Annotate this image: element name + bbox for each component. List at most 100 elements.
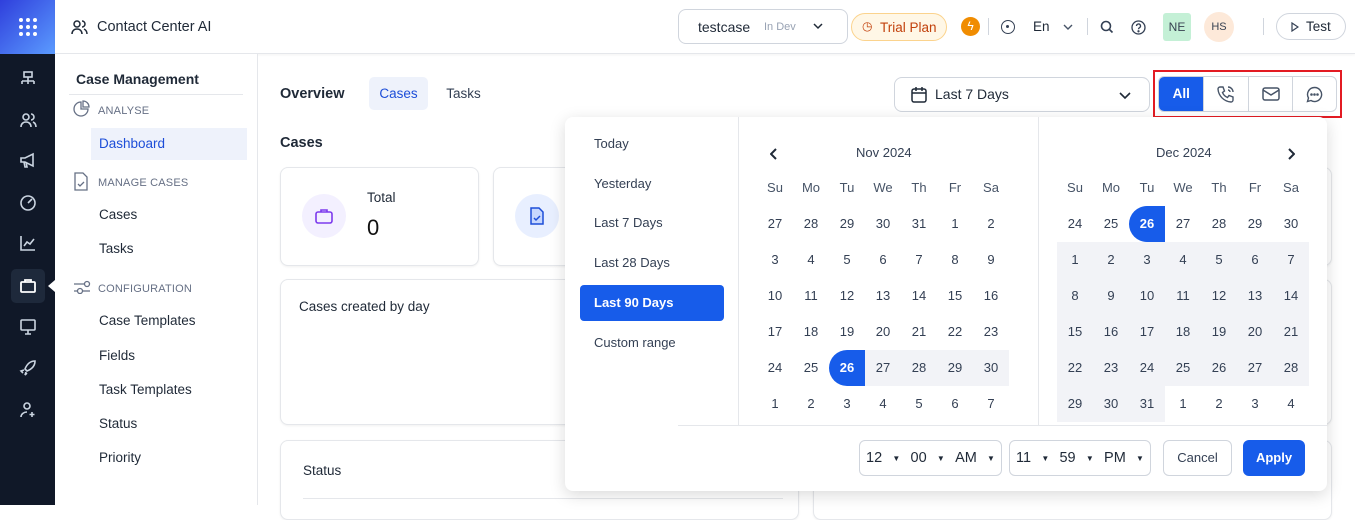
calendar-day[interactable]: 29: [1247, 216, 1263, 231]
calendar-day[interactable]: 5: [843, 252, 851, 267]
flow-icon[interactable]: [0, 62, 55, 96]
sidebar-item-priority[interactable]: Priority: [99, 450, 142, 465]
calendar-day[interactable]: 25: [1165, 350, 1201, 386]
start-ampm[interactable]: AM: [955, 450, 977, 466]
calendar-day[interactable]: 26: [1201, 350, 1237, 386]
user-avatar[interactable]: HS: [1204, 12, 1234, 42]
calendar-day[interactable]: 15: [1057, 314, 1093, 350]
apply-button[interactable]: Apply: [1243, 440, 1305, 476]
calendar-day[interactable]: 9: [987, 252, 995, 267]
calendar-day[interactable]: 25: [1103, 216, 1119, 231]
calendar-day[interactable]: 27: [1237, 350, 1273, 386]
preset-custom-range[interactable]: Custom range: [594, 334, 676, 350]
start-minute[interactable]: 00: [910, 450, 927, 466]
calendar-day[interactable]: 18: [803, 324, 819, 339]
calendar-day[interactable]: 19: [839, 324, 855, 339]
calendar-day[interactable]: 31: [911, 216, 927, 231]
help-icon[interactable]: [1131, 20, 1146, 35]
calendar-day[interactable]: 14: [911, 288, 927, 303]
calendar-day[interactable]: 18: [1165, 314, 1201, 350]
calendar-day[interactable]: 29: [1057, 386, 1093, 422]
calendar-day[interactable]: 22: [1057, 350, 1093, 386]
search-icon[interactable]: [1100, 20, 1114, 34]
calendar-day[interactable]: 28: [1273, 350, 1309, 386]
calendar-day[interactable]: 6: [1237, 242, 1273, 278]
end-ampm[interactable]: PM: [1104, 450, 1126, 466]
calendar-day[interactable]: 16: [983, 288, 999, 303]
calendar-day[interactable]: 4: [879, 396, 887, 411]
calendar-day[interactable]: 21: [1273, 314, 1309, 350]
sidebar-item-task-templates[interactable]: Task Templates: [99, 382, 192, 397]
selected-day[interactable]: 26: [1129, 206, 1165, 242]
briefcase-icon[interactable]: [11, 269, 45, 303]
calendar-day[interactable]: 11: [1165, 278, 1201, 314]
calendar-day[interactable]: 2: [1093, 242, 1129, 278]
calendar-day[interactable]: 28: [1211, 216, 1227, 231]
calendar-day[interactable]: 1: [1179, 396, 1187, 411]
start-hour[interactable]: 12: [866, 450, 883, 466]
calendar-day[interactable]: 5: [1201, 242, 1237, 278]
calendar-day[interactable]: 27: [1175, 216, 1191, 231]
calendar-day[interactable]: 6: [951, 396, 959, 411]
calendar-day[interactable]: 30: [1283, 216, 1299, 231]
sidebar-item-fields[interactable]: Fields: [99, 348, 136, 363]
end-hour[interactable]: 11: [1016, 450, 1032, 466]
calendar-day[interactable]: 12: [1201, 278, 1237, 314]
calendar-day[interactable]: 7: [1273, 242, 1309, 278]
users-icon[interactable]: [0, 103, 55, 137]
channel-phone-button[interactable]: [1203, 77, 1248, 111]
sidebar-item-cases[interactable]: Cases: [99, 207, 138, 222]
monitor-icon[interactable]: [0, 310, 55, 344]
preset-yesterday[interactable]: Yesterday: [594, 175, 652, 191]
end-minute[interactable]: 59: [1059, 450, 1076, 466]
calendar-day[interactable]: 10: [767, 288, 783, 303]
sidebar-item-tasks[interactable]: Tasks: [99, 241, 134, 256]
calendar-day[interactable]: 13: [1237, 278, 1273, 314]
channel-all-button[interactable]: All: [1159, 77, 1204, 111]
calendar-day[interactable]: 8: [1057, 278, 1093, 314]
avatar[interactable]: NE: [1163, 13, 1191, 41]
prev-month-button[interactable]: [770, 148, 778, 160]
calendar-day[interactable]: 1: [951, 216, 959, 231]
megaphone-icon[interactable]: [0, 143, 55, 177]
preset-last-7-days[interactable]: Last 7 Days: [594, 215, 663, 231]
end-time-select[interactable]: 11 ▼ 59 ▼ PM ▼: [1009, 440, 1151, 476]
record-icon[interactable]: [1001, 20, 1015, 34]
calendar-day[interactable]: 7: [915, 252, 923, 267]
calendar-day[interactable]: 20: [875, 324, 891, 339]
calendar-day[interactable]: 23: [1093, 350, 1129, 386]
calendar-day[interactable]: 4: [1287, 396, 1295, 411]
preset-today[interactable]: Today: [594, 136, 629, 151]
rocket-icon[interactable]: [0, 351, 55, 385]
calendar-day[interactable]: 29: [937, 350, 973, 386]
calendar-day[interactable]: 8: [951, 252, 959, 267]
calendar-day[interactable]: 3: [1129, 242, 1165, 278]
calendar-day[interactable]: 16: [1093, 314, 1129, 350]
preset-last-28-days[interactable]: Last 28 Days: [594, 255, 670, 271]
calendar-day[interactable]: 17: [767, 324, 783, 339]
gauge-icon[interactable]: [0, 186, 55, 220]
next-month-button[interactable]: [1287, 148, 1295, 160]
sidebar-item-dashboard[interactable]: Dashboard: [91, 128, 247, 160]
bolt-icon[interactable]: ϟ: [961, 17, 980, 36]
app-launcher-button[interactable]: [0, 0, 55, 54]
calendar-day[interactable]: 21: [911, 324, 927, 339]
calendar-day[interactable]: 15: [947, 288, 963, 303]
calendar-day[interactable]: 28: [901, 350, 937, 386]
calendar-day[interactable]: 2: [807, 396, 815, 411]
channel-email-button[interactable]: [1247, 77, 1293, 111]
trial-plan-badge[interactable]: ◷ Trial Plan: [851, 13, 947, 41]
calendar-day[interactable]: 22: [947, 324, 963, 339]
calendar-day[interactable]: 1: [1057, 242, 1093, 278]
calendar-day[interactable]: 11: [804, 288, 818, 303]
calendar-day[interactable]: 2: [987, 216, 995, 231]
calendar-day[interactable]: 17: [1129, 314, 1165, 350]
test-button[interactable]: Test: [1276, 13, 1346, 40]
workspace-selector[interactable]: testcase In Dev: [678, 9, 848, 44]
date-range-selector[interactable]: Last 7 Days: [894, 77, 1150, 112]
calendar-day[interactable]: 31: [1129, 386, 1165, 422]
calendar-day[interactable]: 25: [803, 360, 819, 375]
calendar-day[interactable]: 28: [803, 216, 819, 231]
calendar-day[interactable]: 19: [1201, 314, 1237, 350]
calendar-day[interactable]: 30: [1093, 386, 1129, 422]
